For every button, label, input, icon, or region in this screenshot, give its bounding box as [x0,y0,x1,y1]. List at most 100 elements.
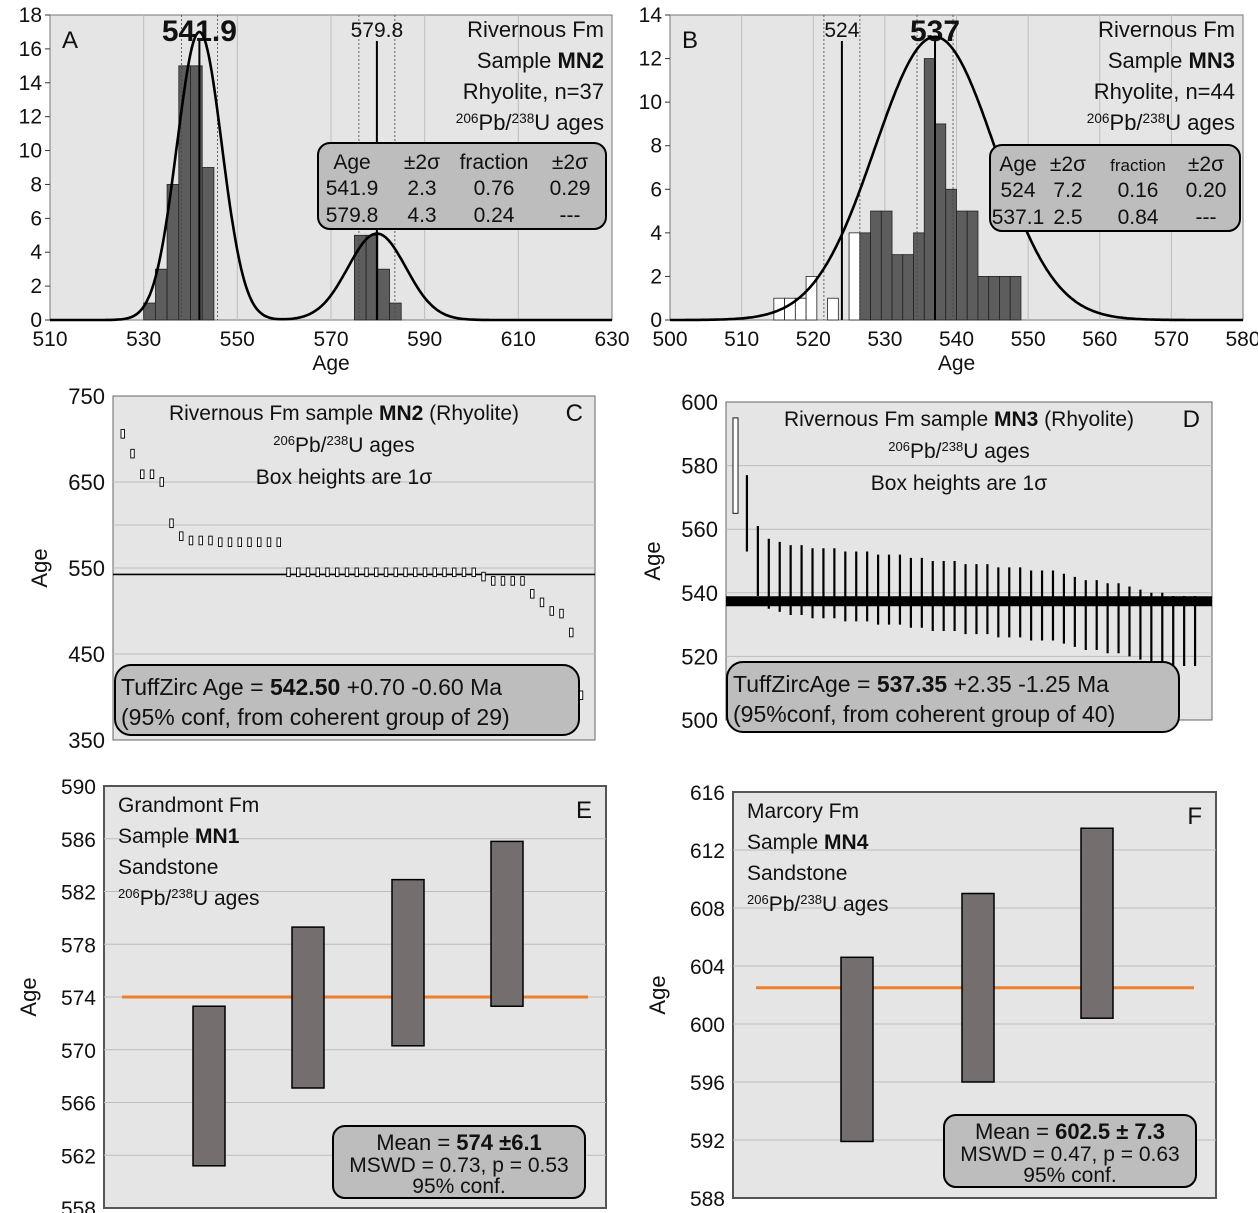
y-axis-label: Age [640,541,665,580]
mean-text-part: ±6.1 [493,1130,542,1155]
y-tick-label: 8 [650,135,662,158]
info-line-part: MN4 [824,831,869,854]
age-box [198,535,203,546]
info-line-part: MN3 [1189,48,1235,73]
x-tick-label: 610 [501,328,536,351]
age-box [510,576,515,586]
probability-curve [670,35,1243,322]
tuffzirc-age-text-part: 537.35 [877,671,948,697]
y-tick-label: 566 [61,1093,96,1116]
mean-text-part: Mean = [376,1130,456,1155]
y-tick-label: 4 [650,222,662,245]
y-tick-label: 4 [30,241,42,264]
age-box [471,567,476,578]
y-tick-label: 590 [61,776,96,799]
age-box [169,518,174,529]
y-axis-label: Age [27,548,52,587]
table-header: fraction [460,151,529,174]
table-cell: 0.16 [1118,179,1159,202]
age-box [354,567,359,578]
info-line: Grandmont Fm [118,794,259,817]
histogram-bar [891,254,904,321]
tuffzirc-age-text-part: 542.50 [270,674,340,700]
histogram-bar [988,276,1000,321]
panel-title-part: Rivernous Fm sample [169,402,379,425]
panel-letter: B [682,27,698,54]
age-error-box [291,926,325,1089]
y-tick-label: 558 [61,1198,96,1213]
y-tick-label: 608 [690,898,725,921]
info-line-part: Rivernous Fm [1098,17,1235,42]
y-tick-label: 540 [681,581,718,606]
age-box [413,567,418,578]
peak-label: 537 [910,15,960,48]
table-cell: 2.3 [407,177,436,200]
y-tick-label: 570 [61,1040,96,1063]
x-tick-label: 550 [220,328,255,351]
table-header: Age [333,151,370,174]
age-box [227,537,233,547]
panel-letter: A [62,27,78,54]
age-box [520,576,525,586]
x-tick-label: 630 [594,328,629,351]
isotope-label-part: 206 [273,433,295,448]
y-tick-label: 604 [690,956,725,979]
age-box [461,567,467,578]
histogram-bar [201,167,215,321]
age-box [422,567,428,578]
y-tick-label: 8 [30,173,42,196]
histogram-bar [945,188,957,321]
info-line-part: Sample [118,825,195,848]
age-box [442,567,447,578]
isotope-label-part: 206 [747,892,769,907]
panel-b: 524 537 500 510 520 530 540 550 560 570 580 0 2 4 6 8 10… [639,4,1258,375]
mean-text-part: Mean = [975,1119,1055,1144]
mswd-text: MSWD = 0.73, p = 0.53 [349,1154,568,1177]
table-cell: --- [560,204,581,227]
x-tick-label: 500 [652,328,687,351]
age-box [364,567,369,578]
histogram-bar [923,58,936,321]
info-line-part: Sample [477,48,558,73]
x-tick-label: 560 [1082,328,1117,351]
histogram-bar [956,210,968,321]
age-box [569,627,574,638]
panel-letter: D [1183,406,1200,433]
y-tick-label: 0 [30,309,42,332]
age-box [539,597,545,608]
isotope-label-part: 238 [800,892,822,907]
info-line-part: Grandmont Fm [118,794,259,817]
info-line: Rivernous Fm [467,17,604,42]
table-cell: 524 [1000,179,1035,202]
age-box [286,567,291,578]
tuffzirc-detail-text: (95%conf, from coherent group of 40) [733,701,1115,727]
y-tick-label: 600 [690,1014,725,1037]
mean-text-part: 574 [456,1130,493,1155]
age-error-box [192,1005,226,1167]
x-tick-label: 510 [32,328,67,351]
y-tick-label: 450 [68,642,105,667]
isotope-label-part: Pb/ [479,110,513,135]
y-tick-label: 596 [690,1072,725,1095]
y-tick-label: 612 [690,840,725,863]
y-tick-label: 0 [650,309,662,332]
isotope-label: 206Pb/238U ages [118,886,260,911]
histogram-bar [880,210,893,321]
age-box [237,537,242,547]
table-cell: 537.1 [992,206,1045,229]
rejected-age-box [732,417,739,514]
age-box [325,567,330,578]
isotope-label-part: Pb/ [1110,110,1144,135]
table-cell: 7.2 [1053,179,1082,202]
y-tick-label: 582 [61,882,96,905]
info-line-part: MN1 [195,825,240,848]
x-axis-label: Age [938,352,975,375]
age-box [188,535,194,546]
histogram-bar [377,268,390,321]
y-tick-label: 12 [639,48,662,71]
y-axis-label: Age [16,977,41,1016]
isotope-label-part: 238 [941,439,963,454]
age-box [305,567,311,578]
peak-label: 524 [824,19,859,42]
